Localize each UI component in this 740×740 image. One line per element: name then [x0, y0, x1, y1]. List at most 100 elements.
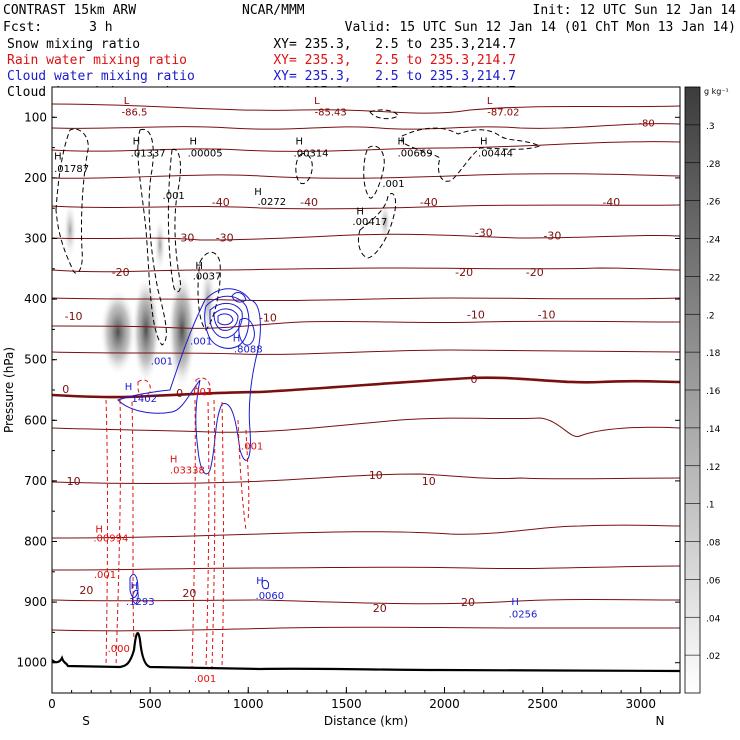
field-label: .00994 — [93, 534, 128, 545]
isotherm-5 — [52, 417, 680, 437]
colorbar-ticks: .02 .04 .06 .08 .1 .12 .14 .16 .18 .2 .22 .24 .26 .28… — [685, 122, 721, 662]
x-tick-label: 500 — [139, 697, 162, 711]
y-tick-label: 400 — [24, 292, 47, 306]
isotherm-minus30 — [52, 233, 680, 241]
cw-contour-10 — [261, 579, 269, 590]
isotherm-minus70 — [52, 123, 680, 130]
colorbar-tick-label: .02 — [706, 652, 720, 662]
field-label: H — [195, 261, 203, 272]
field-label: H — [170, 455, 178, 466]
field-label: H — [233, 334, 241, 345]
isotherm-label: -10 — [259, 311, 277, 324]
colorbar-tick-label: .22 — [706, 273, 720, 283]
field-label: .000 — [108, 644, 130, 655]
isotherm-minus20 — [52, 267, 680, 273]
cw-contour-9 — [132, 589, 139, 605]
rain-line-8 — [237, 419, 247, 531]
x-tick-label: 1000 — [233, 697, 264, 711]
rain-line-2 — [115, 399, 122, 668]
isotherm-label: -20 — [455, 266, 473, 279]
isotherm-label: -10 — [467, 308, 485, 321]
legend-xy-2: XY= 235.3, 2.5 to 235.3,214.7 — [273, 69, 516, 84]
isotherm-20 — [52, 599, 680, 605]
isotherm-17 — [52, 565, 680, 571]
field-label: H — [95, 524, 103, 535]
colorbar-tick-label: .14 — [706, 425, 721, 435]
isotherm-labels: -40 -40 -40 -40 -30 -30 -30 -30 -20 -20 -20 -10 -10 -… — [62, 196, 620, 615]
field-label: .0272 — [257, 197, 286, 208]
field-label: .00314 — [294, 149, 329, 160]
cw-contour-8 — [129, 574, 139, 598]
header-valid: Valid: 15 UTC Sun 12 Jan 14 (01 ChT Mon … — [345, 20, 736, 35]
isotherm-minus40 — [52, 204, 680, 210]
ice-contour-9 — [369, 109, 399, 120]
y-tick-label: 600 — [24, 413, 47, 427]
isotherm-label: 10 — [67, 475, 81, 488]
field-label: .01337 — [131, 149, 166, 160]
legend-entry-2: Cloud water mixing ratio — [7, 69, 195, 84]
field-label: .001 — [190, 337, 212, 348]
cloud-ice-contours — [55, 109, 542, 346]
header-init: Init: 12 UTC Sun 12 Jan 14 — [533, 3, 737, 18]
cw-contour-4 — [213, 308, 239, 331]
field-label: .00669 — [398, 149, 433, 160]
isotherm-label: 0 — [176, 387, 183, 400]
field-label: -87.02 — [487, 107, 519, 118]
isotherm-label: 20 — [182, 587, 196, 600]
colorbar-tick-label: .18 — [706, 349, 721, 359]
isotherm-label: -30 — [176, 231, 194, 244]
ice-contour-4 — [197, 251, 221, 331]
isotherm-minus60 — [52, 141, 680, 152]
field-label: -80 — [638, 118, 654, 129]
field-label: .01787 — [54, 164, 89, 175]
rain-water-contours — [105, 377, 250, 668]
isotherm-25 — [52, 626, 680, 632]
field-label: .8088 — [234, 344, 263, 355]
field-label: .001 — [163, 191, 185, 202]
colorbar-tick-label: .06 — [706, 576, 721, 586]
y-tick-label: 1000 — [16, 656, 47, 670]
isotherm-label: -30 — [216, 231, 234, 244]
header-fcst: Fcst: 3 h — [3, 20, 113, 35]
isotherm-label: 20 — [79, 584, 93, 597]
colorbar-tick-label: .24 — [706, 236, 721, 246]
colorbar-tick-label: .08 — [706, 539, 721, 549]
isotherm-label: -40 — [212, 196, 230, 209]
field-label: .00005 — [188, 149, 223, 160]
field-label: .00444 — [478, 149, 513, 160]
cloud-water-contours — [117, 288, 269, 605]
isotherm-minus15 — [52, 297, 680, 302]
isotherm-label: -30 — [543, 229, 561, 242]
isotherm-label: -30 — [475, 226, 493, 239]
field-labels: L-86.5L-85.43L-87.02-80H.01337H.00005H.0… — [54, 96, 655, 685]
rain-line-6 — [211, 399, 216, 668]
colorbar-tick-label: .3 — [706, 122, 715, 132]
cw-contour-outer — [117, 288, 261, 475]
isotherm-label: -20 — [112, 266, 130, 279]
colorbar-tick-label: .04 — [706, 614, 721, 624]
x-tick-label: 2500 — [527, 697, 558, 711]
isotherm-minus5 — [52, 349, 680, 355]
field-label: H — [190, 137, 198, 148]
isotherm-label: 10 — [422, 475, 436, 488]
field-label: -85.43 — [315, 107, 347, 118]
colorbar-tick-label: .28 — [706, 160, 721, 170]
isotherm-label: -40 — [420, 196, 438, 209]
y-tick-label: 500 — [24, 353, 47, 367]
isotherm-label: 0 — [62, 383, 69, 396]
field-label: H — [125, 382, 133, 393]
field-label: .001 — [190, 387, 212, 398]
field-label: .03338 — [170, 466, 205, 477]
isotherm-minus10 — [52, 320, 680, 329]
cw-contour-5 — [217, 313, 234, 326]
field-label: H — [254, 187, 262, 198]
rain-blob-1 — [137, 379, 151, 396]
rain-line-1 — [105, 399, 108, 668]
snow-core-1 — [100, 288, 136, 376]
ice-contour-6 — [363, 145, 385, 199]
cw-contour-2 — [204, 295, 250, 349]
x-tick-label: 0 — [48, 697, 56, 711]
field-label: L — [314, 96, 320, 107]
y-tick-label: 700 — [24, 474, 47, 488]
